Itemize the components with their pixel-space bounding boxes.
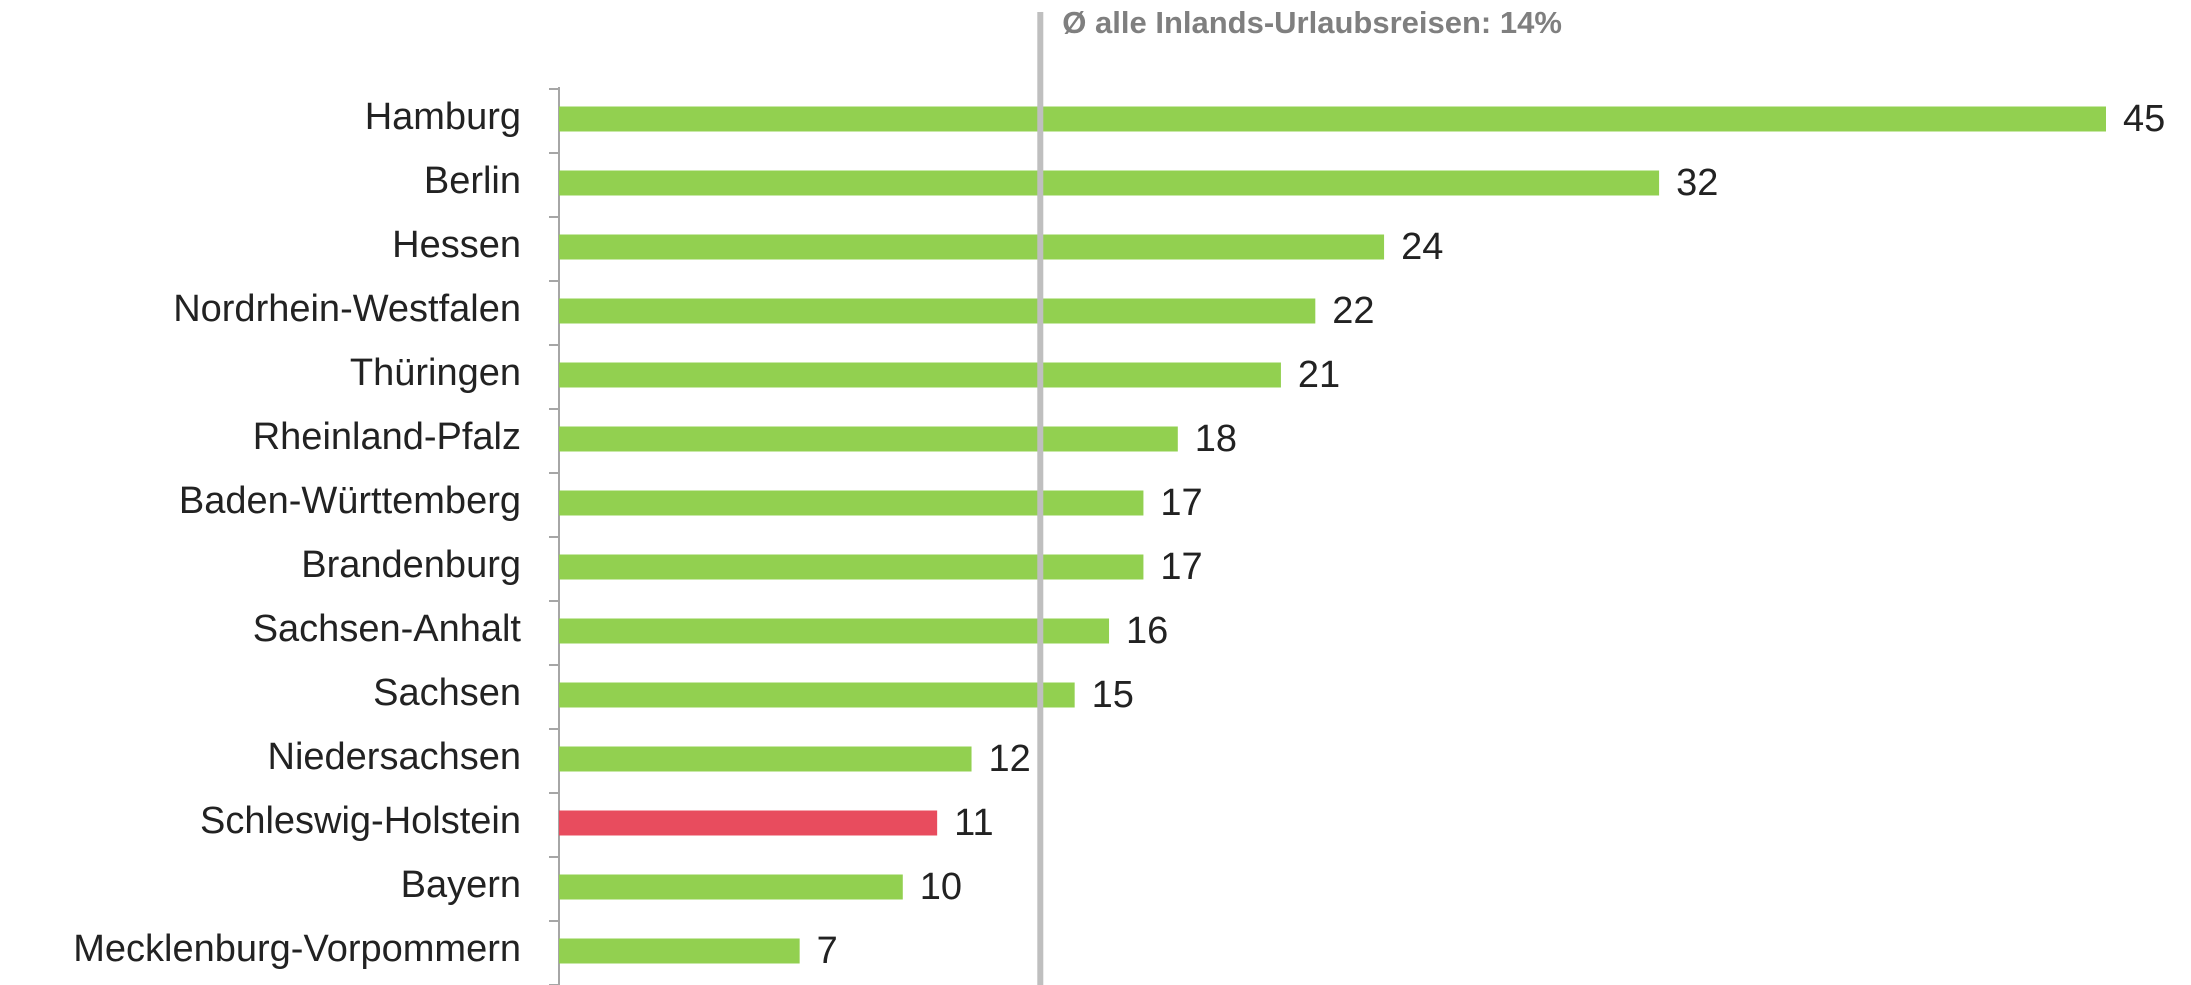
bar <box>559 490 1144 516</box>
y-tick-label: Sachsen-Anhalt <box>253 608 522 650</box>
bar <box>559 746 972 772</box>
data-label: 18 <box>1195 418 1237 460</box>
y-tick-label: Baden-Württemberg <box>179 480 521 522</box>
bar <box>559 554 1144 580</box>
y-tick-label: Nordrhein-Westfalen <box>173 288 521 330</box>
y-tick-label: Hessen <box>392 224 521 266</box>
y-tick-label: Schleswig-Holstein <box>200 800 521 842</box>
data-label: 24 <box>1401 226 1443 268</box>
bar <box>559 682 1075 708</box>
bar <box>559 362 1281 388</box>
bar <box>559 298 1316 324</box>
data-label: 16 <box>1126 610 1168 652</box>
y-tick-label: Hamburg <box>365 96 521 138</box>
data-label: 11 <box>954 802 993 844</box>
bar <box>559 810 938 836</box>
data-label: 10 <box>920 866 962 908</box>
bar <box>559 938 800 964</box>
data-label: 45 <box>2123 98 2165 140</box>
bar <box>559 618 1110 644</box>
data-label: 17 <box>1160 546 1202 588</box>
y-tick-label: Sachsen <box>373 672 521 714</box>
bar <box>559 426 1178 452</box>
data-label: 32 <box>1676 162 1718 204</box>
y-tick-label: Mecklenburg-Vorpommern <box>73 928 521 970</box>
data-label: 22 <box>1332 290 1374 332</box>
bar <box>559 874 903 900</box>
data-label: 17 <box>1160 482 1202 524</box>
data-label: 15 <box>1092 674 1134 716</box>
data-label: 7 <box>817 930 838 972</box>
y-tick-label: Rheinland-Pfalz <box>253 416 521 458</box>
y-tick-label: Brandenburg <box>301 544 521 586</box>
data-label: 21 <box>1298 354 1340 396</box>
data-label: 12 <box>989 738 1031 780</box>
y-tick-label: Niedersachsen <box>268 736 521 778</box>
y-tick-label: Bayern <box>401 864 521 906</box>
reference-label: Ø alle Inlands-Urlaubsreisen: 14% <box>1062 5 1562 40</box>
y-tick-label: Thüringen <box>350 352 521 394</box>
y-tick-label: Berlin <box>424 160 521 202</box>
bar <box>559 106 2106 132</box>
bar <box>559 234 1385 260</box>
bar <box>559 170 1660 196</box>
